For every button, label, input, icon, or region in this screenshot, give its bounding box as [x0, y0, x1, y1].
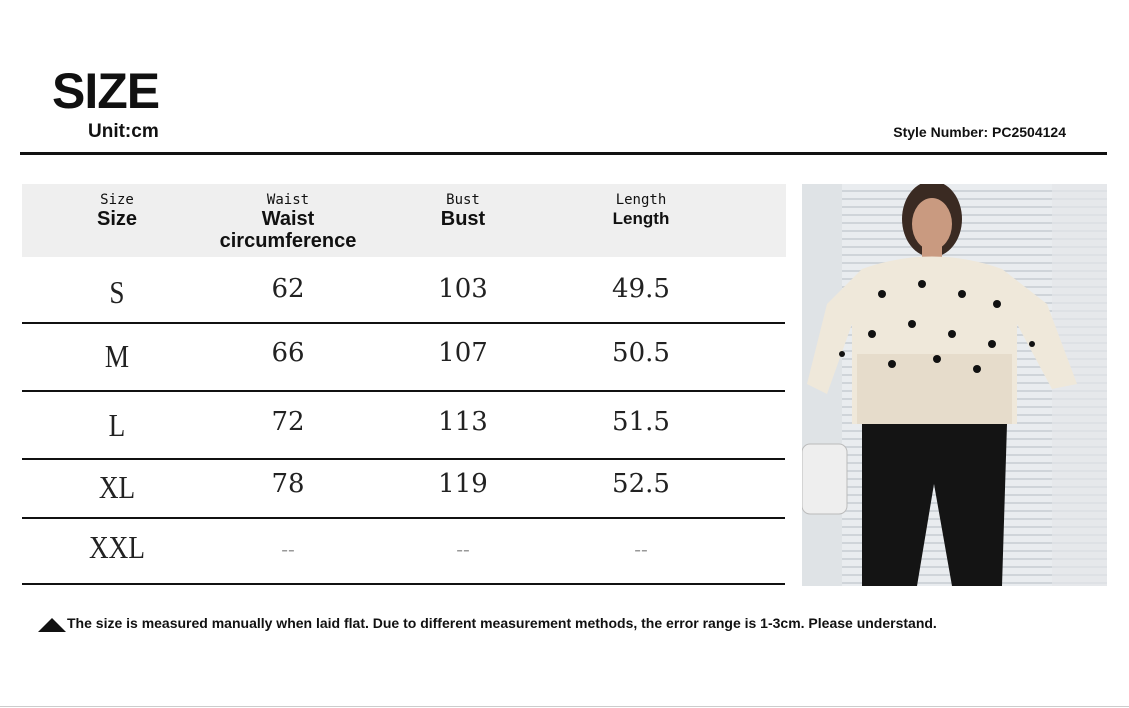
- bottom-divider: [0, 706, 1129, 707]
- style-number: Style Number: PC2504124: [893, 124, 1066, 140]
- column-header-label: Length: [612, 209, 670, 228]
- measurement-cell: 49.5: [612, 274, 670, 304]
- measurement-cell: 66: [271, 338, 305, 368]
- measurement-cell: 107: [438, 338, 488, 368]
- measurement-cell: --: [456, 537, 470, 561]
- table-header: Size Size Waist Waist circumference Bust…: [22, 184, 786, 257]
- size-cell: XXL: [89, 529, 145, 565]
- column-header-size: Size Size: [32, 184, 202, 230]
- column-header-label: Waist circumference: [219, 208, 357, 252]
- size-cell: XL: [98, 469, 136, 505]
- row-divider: [22, 583, 785, 585]
- measurement-cell: --: [281, 537, 295, 561]
- measurement-note: The size is measured manually when laid …: [38, 614, 937, 632]
- column-header-small: Bust: [446, 192, 480, 208]
- product-photo: [802, 184, 1107, 586]
- row-divider: [22, 390, 785, 392]
- column-header-waist: Waist Waist circumference: [193, 184, 383, 252]
- column-header-small: Size: [100, 192, 134, 208]
- measurement-cell: 51.5: [612, 407, 670, 437]
- row-divider: [22, 322, 785, 324]
- measurement-cell: 103: [438, 274, 488, 304]
- size-cell: S: [109, 274, 125, 310]
- size-cell: L: [108, 407, 126, 443]
- header-divider: [20, 152, 1107, 155]
- column-header-bust: Bust Bust: [378, 184, 548, 230]
- measurement-cell: 113: [438, 407, 488, 437]
- triangle-up-icon: [38, 618, 66, 632]
- column-header-label: Bust: [440, 208, 486, 230]
- model-blouse-image: [802, 184, 1107, 586]
- measurement-cell: 119: [438, 469, 488, 499]
- measurement-cell: 52.5: [612, 469, 670, 499]
- column-header-small: Waist: [266, 192, 310, 208]
- size-cell: M: [104, 338, 130, 374]
- note-text: The size is measured manually when laid …: [67, 615, 937, 631]
- measurement-cell: 50.5: [612, 338, 670, 368]
- unit-label: Unit:cm: [88, 121, 159, 142]
- column-header-small: Length: [615, 192, 667, 208]
- column-header-length: Length Length: [556, 184, 726, 230]
- measurement-cell: 62: [271, 274, 305, 304]
- measurement-cell: 72: [271, 407, 305, 437]
- row-divider: [22, 517, 785, 519]
- measurement-cell: --: [634, 537, 648, 561]
- column-header-label: Size: [96, 208, 138, 230]
- row-divider: [22, 458, 785, 460]
- measurement-cell: 78: [271, 469, 305, 499]
- page-title: SIZE: [52, 63, 160, 119]
